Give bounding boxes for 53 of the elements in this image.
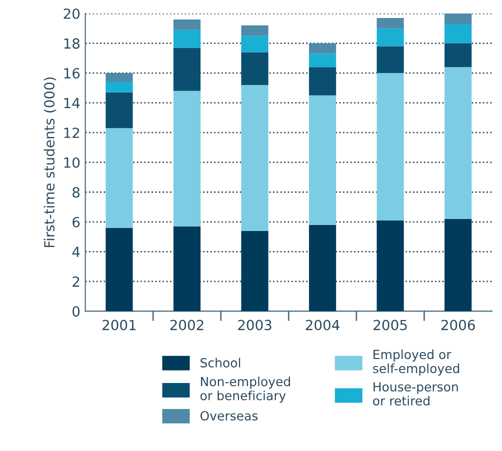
bar — [106, 82, 133, 92]
y-tick-label: 14 — [64, 98, 80, 108]
y-tick-label: 18 — [64, 38, 80, 49]
y-tick-label: 8 — [72, 187, 80, 198]
y-tick-label: 16 — [64, 68, 80, 79]
legend-label: House-person or retired — [373, 382, 458, 406]
bar — [308, 67, 336, 96]
x-tick-label: 2006 — [441, 320, 475, 330]
bar — [173, 226, 201, 312]
bar — [308, 224, 336, 312]
x-tick-label: 2001 — [102, 320, 136, 330]
bar — [173, 48, 201, 91]
bar — [308, 95, 336, 225]
bar — [444, 67, 472, 219]
y-tick-label: 2 — [72, 276, 80, 287]
legend-label: Non-employed or beneficiary — [200, 376, 290, 403]
bar — [376, 18, 404, 28]
bar — [308, 54, 336, 68]
bar — [106, 92, 133, 128]
bar — [106, 228, 133, 312]
y-tick-label: 10 — [64, 157, 80, 168]
bar — [444, 24, 472, 44]
bar — [241, 84, 268, 231]
x-tick-label: 2003 — [238, 320, 272, 330]
bar — [241, 52, 268, 85]
bar — [376, 73, 404, 220]
x-tick-label: 2005 — [374, 320, 407, 330]
x-tick-label: 2002 — [170, 320, 204, 330]
bar — [106, 128, 133, 228]
bar — [173, 90, 201, 226]
bar — [444, 218, 472, 312]
bar — [308, 43, 336, 54]
bar — [241, 230, 268, 312]
bar — [376, 220, 404, 312]
bar — [173, 30, 201, 48]
bar — [106, 73, 133, 82]
y-tick-label: 20 — [64, 8, 80, 20]
bar — [241, 25, 268, 36]
bar — [444, 14, 472, 24]
legend-label: Overseas — [200, 411, 258, 421]
bar — [173, 19, 201, 30]
bar — [376, 46, 404, 74]
x-tick-label: 2004 — [306, 320, 340, 330]
y-axis-title: First-time students (000) — [44, 77, 56, 248]
legend-label: Employed or self-employed — [373, 350, 460, 376]
y-tick-label: 12 — [64, 128, 80, 138]
y-tick-label: 4 — [72, 246, 80, 257]
bar — [376, 28, 404, 46]
bar — [241, 36, 268, 52]
legend-label: School — [200, 358, 240, 368]
y-tick-label: 0 — [72, 306, 80, 317]
bar — [444, 43, 472, 68]
y-tick-label: 6 — [72, 216, 80, 228]
